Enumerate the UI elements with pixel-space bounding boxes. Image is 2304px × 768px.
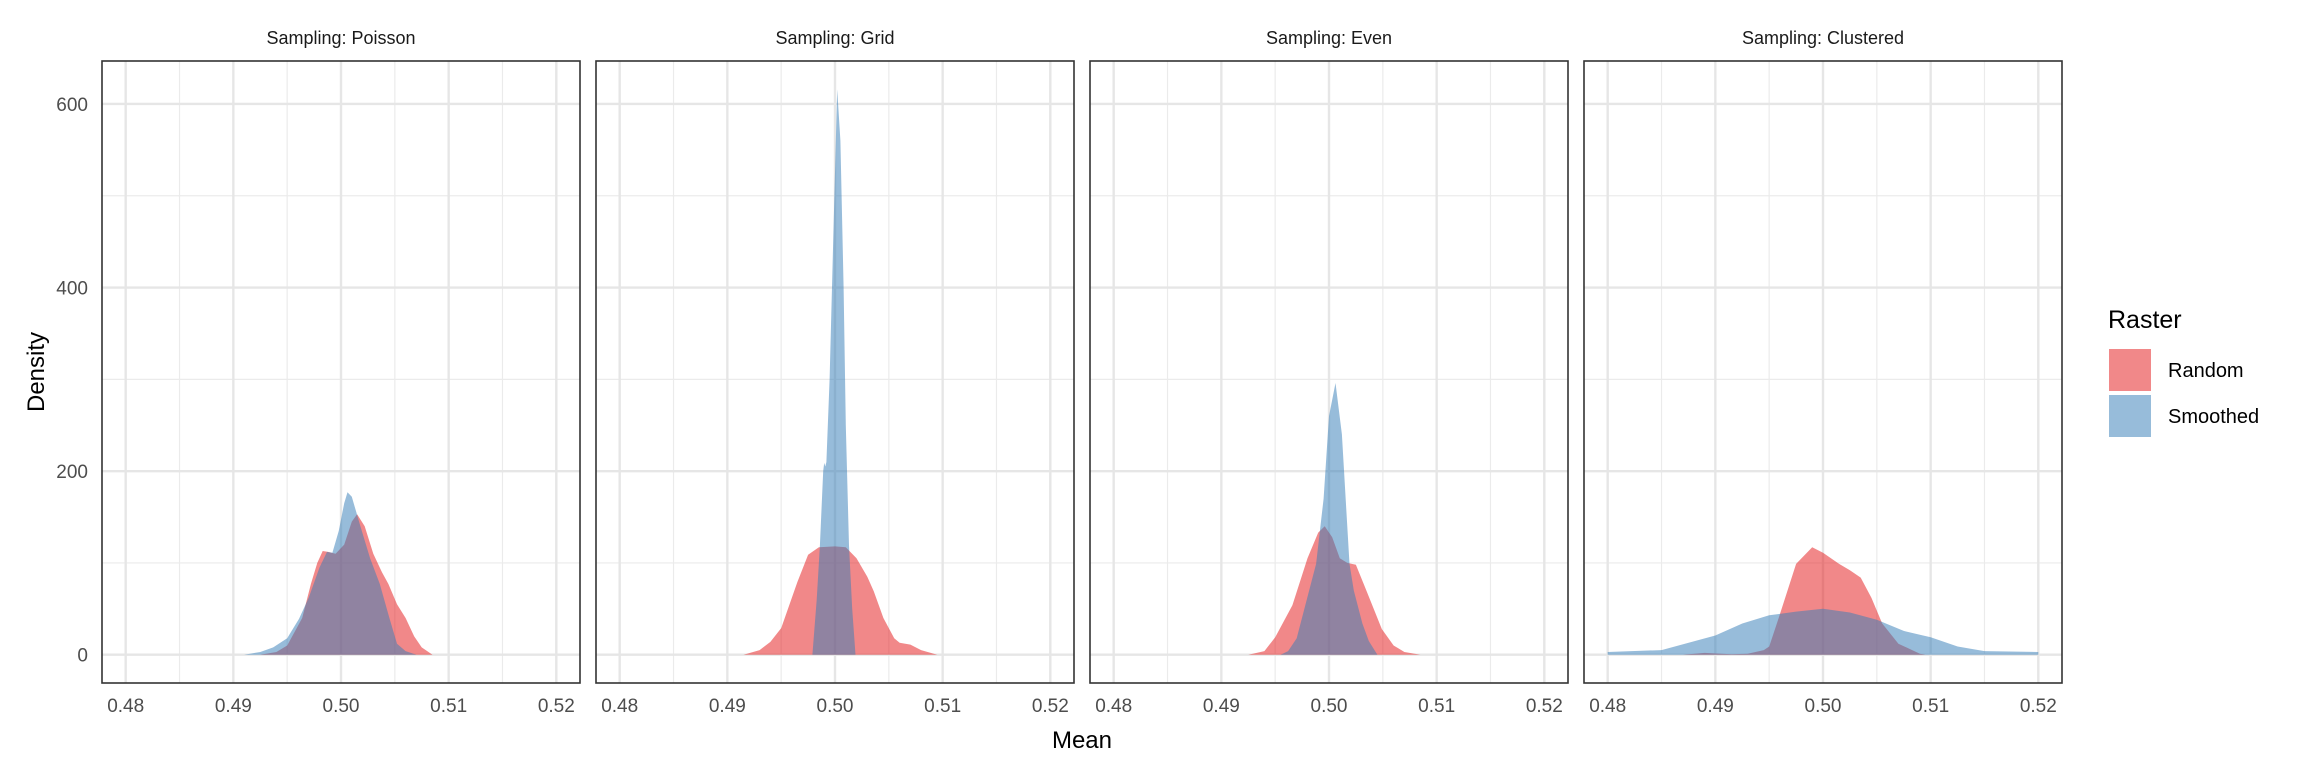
x-tick-label: 0.51 bbox=[1418, 696, 1455, 717]
panel-border bbox=[595, 60, 1075, 684]
x-tick-label: 0.51 bbox=[1912, 696, 1949, 717]
x-tick-label: 0.48 bbox=[601, 696, 638, 717]
x-tick-label: 0.50 bbox=[323, 696, 360, 717]
facet-strip-title: Sampling: Grid bbox=[775, 28, 894, 48]
x-tick-label: 0.49 bbox=[709, 696, 746, 717]
y-axis-title: Density bbox=[23, 332, 50, 412]
x-tick-label: 0.50 bbox=[1311, 696, 1348, 717]
legend-title: Raster bbox=[2108, 306, 2182, 334]
panel-border bbox=[1089, 60, 1569, 684]
facet-panel: Sampling: Grid 0.48 0.49 0.50 0.51 0.52 bbox=[595, 28, 1075, 717]
facet-panel: Sampling: Even 0.48 0.49 0.50 0.51 0.52 bbox=[1089, 28, 1569, 717]
legend-label-random: Random bbox=[2168, 360, 2244, 382]
x-tick-label: 0.52 bbox=[1032, 696, 1069, 717]
legend-key-random bbox=[2109, 349, 2151, 391]
x-tick-label: 0.52 bbox=[1526, 696, 1563, 717]
facet-strip-title: Sampling: Even bbox=[1266, 28, 1392, 48]
x-tick-label: 0.49 bbox=[1697, 696, 1734, 717]
legend-key-smoothed bbox=[2109, 395, 2151, 437]
density-area-smoothed bbox=[1607, 608, 2039, 655]
legend-label-smoothed: Smoothed bbox=[2168, 406, 2259, 428]
facet-panel: Sampling: Clustered 0.48 0.49 0.50 0.51 0.52 bbox=[1583, 28, 2063, 717]
facet-panel: Sampling: Poisson 0.48 0.49 0.50 0.51 0.52 bbox=[101, 28, 581, 717]
x-tick-label: 0.51 bbox=[924, 696, 961, 717]
y-tick-label: 400 bbox=[56, 279, 88, 300]
x-axis-title: Mean bbox=[1052, 727, 1112, 754]
density-area-smoothed bbox=[1280, 383, 1378, 655]
panel-border bbox=[1583, 60, 2063, 684]
x-tick-label: 0.50 bbox=[1805, 696, 1842, 717]
panel-border bbox=[101, 60, 581, 684]
legend: Raster Random Smoothed bbox=[2108, 306, 2259, 437]
y-tick-label: 600 bbox=[56, 95, 88, 116]
x-tick-label: 0.49 bbox=[215, 696, 252, 717]
y-tick-label: 200 bbox=[56, 462, 88, 483]
facet-strip-title: Sampling: Poisson bbox=[266, 28, 415, 48]
density-area-smoothed bbox=[812, 89, 856, 655]
x-tick-label: 0.48 bbox=[107, 696, 144, 717]
x-tick-label: 0.50 bbox=[817, 696, 854, 717]
y-axis-ticks: 0 200 400 600 bbox=[56, 95, 88, 667]
x-tick-label: 0.52 bbox=[538, 696, 575, 717]
x-tick-label: 0.48 bbox=[1095, 696, 1132, 717]
x-tick-label: 0.48 bbox=[1589, 696, 1626, 717]
facet-strip-title: Sampling: Clustered bbox=[1742, 28, 1904, 48]
y-tick-label: 0 bbox=[77, 646, 88, 667]
x-tick-label: 0.51 bbox=[430, 696, 467, 717]
x-tick-label: 0.52 bbox=[2020, 696, 2057, 717]
density-area-smoothed bbox=[244, 492, 417, 655]
x-tick-label: 0.49 bbox=[1203, 696, 1240, 717]
